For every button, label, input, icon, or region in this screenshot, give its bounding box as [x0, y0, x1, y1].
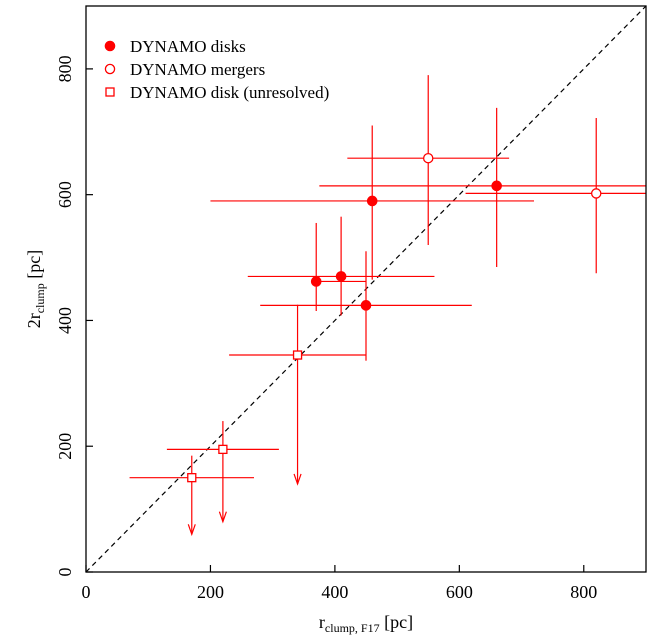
data-point: [310, 276, 322, 287]
x-axis-label-subscript: clump, F17: [325, 621, 380, 635]
legend-label: DYNAMO mergers: [130, 60, 265, 79]
legend-item: DYNAMO disks: [104, 37, 246, 56]
chart-marks: [85, 5, 647, 573]
legend-item: DYNAMO disk (unresolved): [105, 83, 329, 102]
x-tick-label: 200: [197, 582, 224, 602]
data-point: [292, 350, 303, 360]
legend-item: DYNAMO mergers: [104, 60, 265, 79]
y-tick-label: 800: [55, 55, 75, 82]
data-point: [187, 473, 197, 483]
plot-frame: [85, 5, 647, 573]
x-tick-label: 400: [321, 582, 348, 602]
upper-limit-arrow: [187, 524, 196, 537]
x-tick-label: 800: [570, 582, 597, 602]
legend-marker: [105, 87, 115, 97]
data-point: [491, 180, 502, 192]
legend-label: DYNAMO disks: [130, 37, 246, 56]
y-axis-label: 2rclump [pc]: [24, 250, 47, 328]
legend: DYNAMO disks DYNAMO mergers DYNAMO disk (u…: [104, 37, 329, 102]
y-tick-label: 0: [55, 568, 75, 577]
data-point: [590, 188, 602, 199]
y-axis-label-main: 2r: [24, 313, 44, 328]
data-point: [335, 271, 347, 282]
legend-marker: [104, 40, 116, 52]
x-axis-label-main: r: [319, 612, 325, 632]
series-1: [347, 75, 646, 274]
y-axis-ticks: 0 200 400 600 800: [55, 55, 93, 577]
legend-label: DYNAMO disk (unresolved): [130, 83, 329, 102]
data-point: [218, 444, 228, 455]
legend-marker: [104, 63, 116, 75]
x-tick-label: 0: [82, 582, 91, 602]
y-axis-label-subscript: clump: [33, 283, 47, 313]
data-point: [360, 300, 372, 311]
y-tick-label: 600: [55, 181, 75, 208]
data-point: [422, 152, 434, 164]
y-axis-label-unit: [pc]: [24, 250, 44, 283]
series-0: [210, 107, 646, 361]
x-axis-label: rclump, F17 [pc]: [319, 612, 413, 635]
x-axis-ticks: 0 200 400 600 800: [82, 565, 597, 602]
x-tick-label: 600: [446, 582, 473, 602]
upper-limit-arrow: [293, 473, 302, 486]
x-axis-label-unit: [pc]: [380, 612, 413, 632]
upper-limit-arrow: [218, 511, 227, 524]
y-tick-label: 200: [55, 433, 75, 460]
data-point: [366, 195, 378, 207]
y-tick-label: 400: [55, 307, 75, 334]
series-2: [129, 304, 366, 537]
